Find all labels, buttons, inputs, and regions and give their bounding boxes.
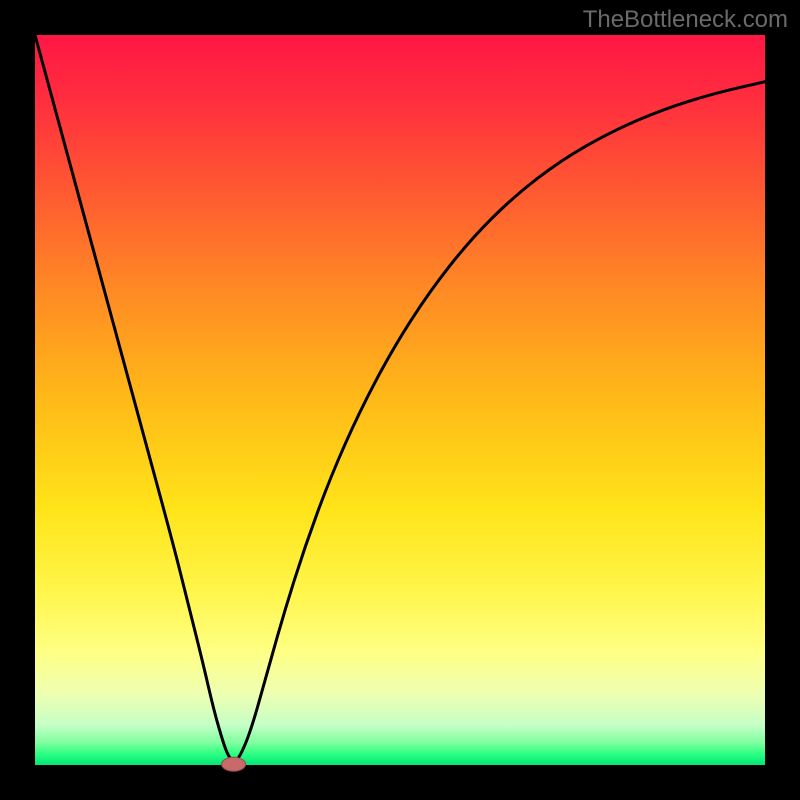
optimum-marker: [222, 757, 246, 771]
bottleneck-chart: TheBottleneck.com: [0, 0, 800, 800]
chart-svg: [0, 0, 800, 800]
plot-background: [35, 35, 765, 765]
watermark-text: TheBottleneck.com: [583, 6, 788, 34]
